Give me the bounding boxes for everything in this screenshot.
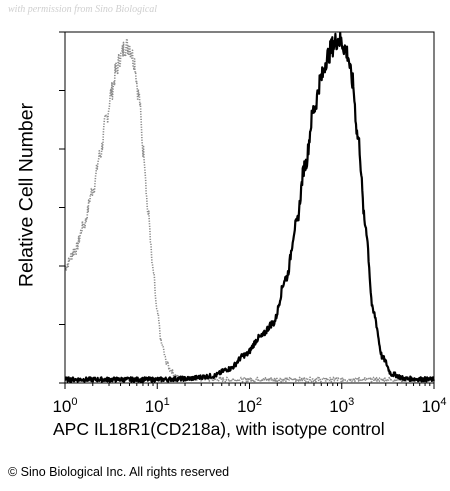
isotype-control-curve: [64, 37, 435, 383]
stained-sample-curve: [64, 31, 435, 383]
x-tick-labels: 100 101 102 103 104: [52, 396, 446, 416]
series-layer: [64, 31, 435, 383]
y-axis-label: Relative Cell Number: [15, 102, 38, 288]
plot-frame: [64, 31, 435, 384]
x-tick-label: 104: [421, 396, 446, 416]
watermark-text: with permission from Sino Biological: [8, 4, 158, 15]
copyright-notice: © Sino Biological Inc. All rights reserv…: [8, 465, 230, 479]
x-tick-label: 101: [145, 396, 170, 416]
x-axis-label: APC IL18R1(CD218a), with isotype control: [53, 419, 385, 439]
x-tick-label: 103: [329, 396, 354, 416]
x-tick-label: 102: [237, 396, 262, 416]
x-tick-label: 100: [52, 396, 77, 416]
